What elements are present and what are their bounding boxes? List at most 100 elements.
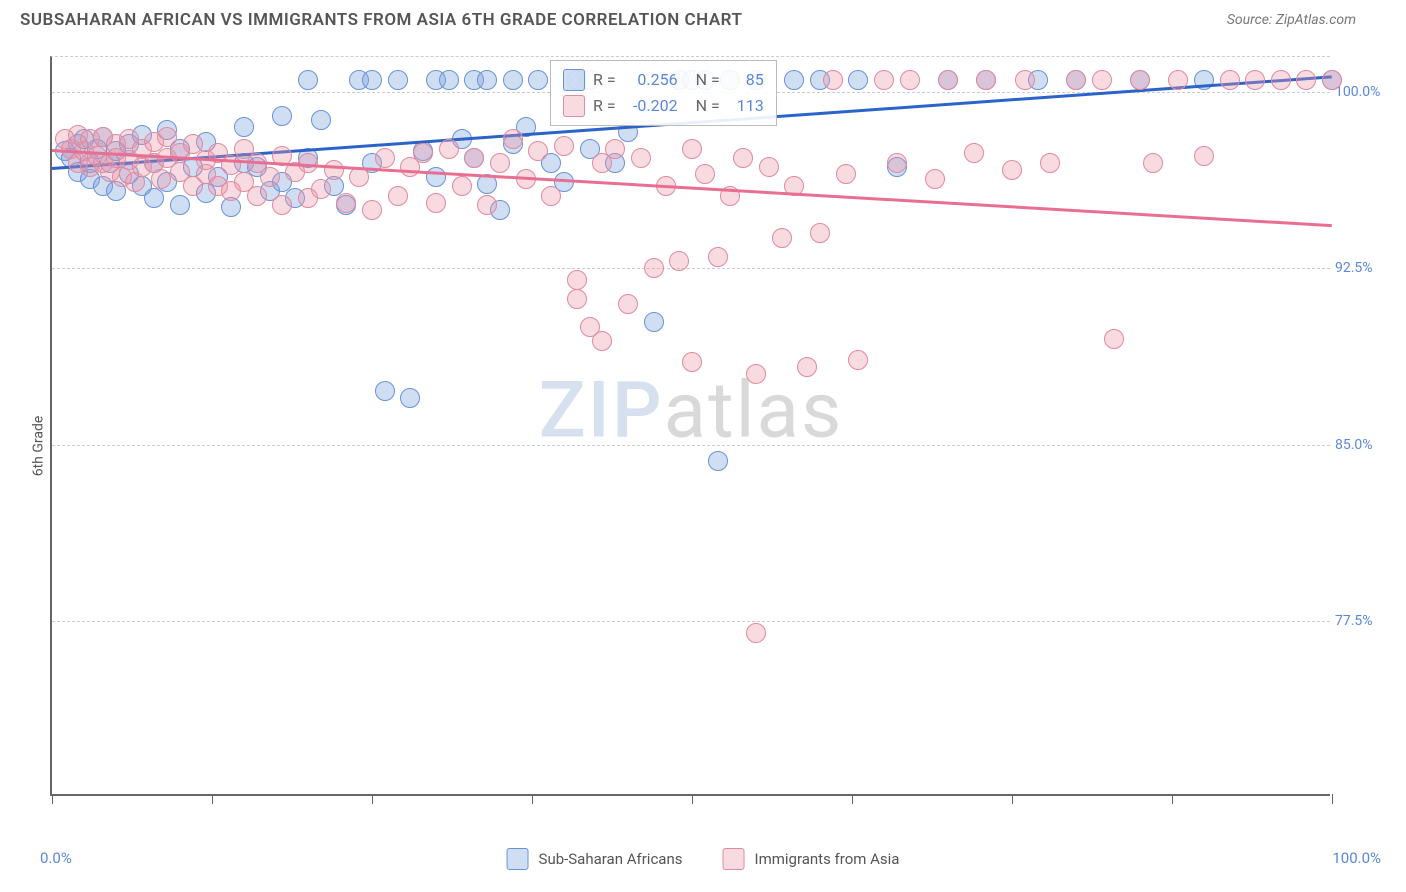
x-tick	[52, 794, 53, 804]
scatter-point	[964, 143, 984, 163]
scatter-point	[797, 357, 817, 377]
gridline	[52, 621, 1330, 622]
scatter-point	[272, 195, 292, 215]
scatter-point	[1104, 329, 1124, 349]
scatter-point	[170, 195, 190, 215]
scatter-point	[554, 136, 574, 156]
scatter-point	[1296, 70, 1316, 90]
scatter-point	[1271, 70, 1291, 90]
scatter-point	[1130, 70, 1150, 90]
scatter-point	[311, 179, 331, 199]
scatter-point	[375, 381, 395, 401]
scatter-point	[644, 258, 664, 278]
scatter-point	[1092, 70, 1112, 90]
source-label: Source: ZipAtlas.com	[1227, 12, 1356, 28]
scatter-point	[823, 70, 843, 90]
x-tick	[852, 794, 853, 804]
legend-series-name: Sub-Saharan Africans	[539, 850, 683, 868]
legend-n-label: N =	[696, 67, 720, 93]
scatter-point	[400, 388, 420, 408]
scatter-point	[759, 157, 779, 177]
scatter-point	[362, 70, 382, 90]
scatter-point	[631, 148, 651, 168]
scatter-point	[1015, 70, 1035, 90]
scatter-point	[605, 139, 625, 159]
legend-swatch	[722, 848, 744, 870]
scatter-point	[1322, 70, 1342, 90]
scatter-point	[490, 153, 510, 173]
scatter-point	[836, 164, 856, 184]
scatter-point	[464, 148, 484, 168]
legend-series-name: Immigrants from Asia	[754, 850, 899, 868]
scatter-point	[1168, 70, 1188, 90]
scatter-point	[528, 70, 548, 90]
scatter-point	[938, 70, 958, 90]
scatter-point	[439, 139, 459, 159]
y-tick-label: 100.0%	[1335, 84, 1395, 100]
scatter-point	[976, 70, 996, 90]
legend-row: R =-0.202N =113	[563, 93, 764, 119]
scatter-point	[1066, 70, 1086, 90]
scatter-point	[1245, 70, 1265, 90]
scatter-point	[567, 270, 587, 290]
bottom-legend: Sub-Saharan Africans Immigrants from Asia	[507, 848, 900, 870]
scatter-point	[426, 193, 446, 213]
scatter-point	[746, 623, 766, 643]
legend-r-value: -0.202	[624, 93, 678, 119]
scatter-point	[874, 70, 894, 90]
legend-swatch	[563, 95, 585, 117]
y-tick-label: 85.0%	[1335, 437, 1395, 453]
scatter-point	[900, 70, 920, 90]
x-tick	[1172, 794, 1173, 804]
scatter-point	[426, 167, 446, 187]
scatter-point	[669, 251, 689, 271]
scatter-point	[784, 70, 804, 90]
watermark-zip: ZIP	[539, 365, 664, 456]
scatter-point	[503, 129, 523, 149]
scatter-point	[733, 148, 753, 168]
scatter-point	[439, 70, 459, 90]
scatter-point	[452, 176, 472, 196]
scatter-point	[1002, 160, 1022, 180]
scatter-point	[234, 117, 254, 137]
scatter-point	[592, 331, 612, 351]
scatter-point	[682, 352, 702, 372]
scatter-point	[746, 364, 766, 384]
scatter-point	[810, 223, 830, 243]
scatter-point	[503, 70, 523, 90]
y-tick-label: 92.5%	[1335, 260, 1395, 276]
scatter-point	[272, 106, 292, 126]
x-tick	[372, 794, 373, 804]
scatter-point	[1040, 153, 1060, 173]
x-tick	[692, 794, 693, 804]
x-tick	[1332, 794, 1333, 804]
gridline	[52, 445, 1330, 446]
scatter-point	[388, 70, 408, 90]
chart-plot-area: ZIPatlas 100.0%92.5%85.0%77.5%	[50, 56, 1330, 796]
scatter-point	[618, 294, 638, 314]
scatter-point	[695, 164, 715, 184]
bottom-legend-item: Immigrants from Asia	[722, 848, 899, 870]
x-tick	[532, 794, 533, 804]
gridline	[52, 268, 1330, 269]
legend-r-value: 0.256	[624, 67, 678, 93]
scatter-point	[708, 451, 728, 471]
x-tick	[1012, 794, 1013, 804]
y-tick-label: 77.5%	[1335, 613, 1395, 629]
legend-swatch	[563, 69, 585, 91]
correlation-legend: R =0.256N =85R =-0.202N =113	[550, 60, 777, 126]
scatter-point	[324, 160, 344, 180]
scatter-point	[887, 153, 907, 173]
chart-title: SUBSAHARAN AFRICAN VS IMMIGRANTS FROM AS…	[20, 10, 742, 30]
scatter-point	[708, 247, 728, 267]
scatter-point	[144, 188, 164, 208]
scatter-point	[336, 193, 356, 213]
legend-swatch	[507, 848, 529, 870]
scatter-point	[477, 70, 497, 90]
scatter-point	[362, 200, 382, 220]
scatter-point	[567, 289, 587, 309]
scatter-point	[247, 186, 267, 206]
x-axis-min-label: 0.0%	[40, 849, 72, 867]
y-axis-title: 6th Grade	[30, 416, 46, 477]
scatter-point	[260, 167, 280, 187]
